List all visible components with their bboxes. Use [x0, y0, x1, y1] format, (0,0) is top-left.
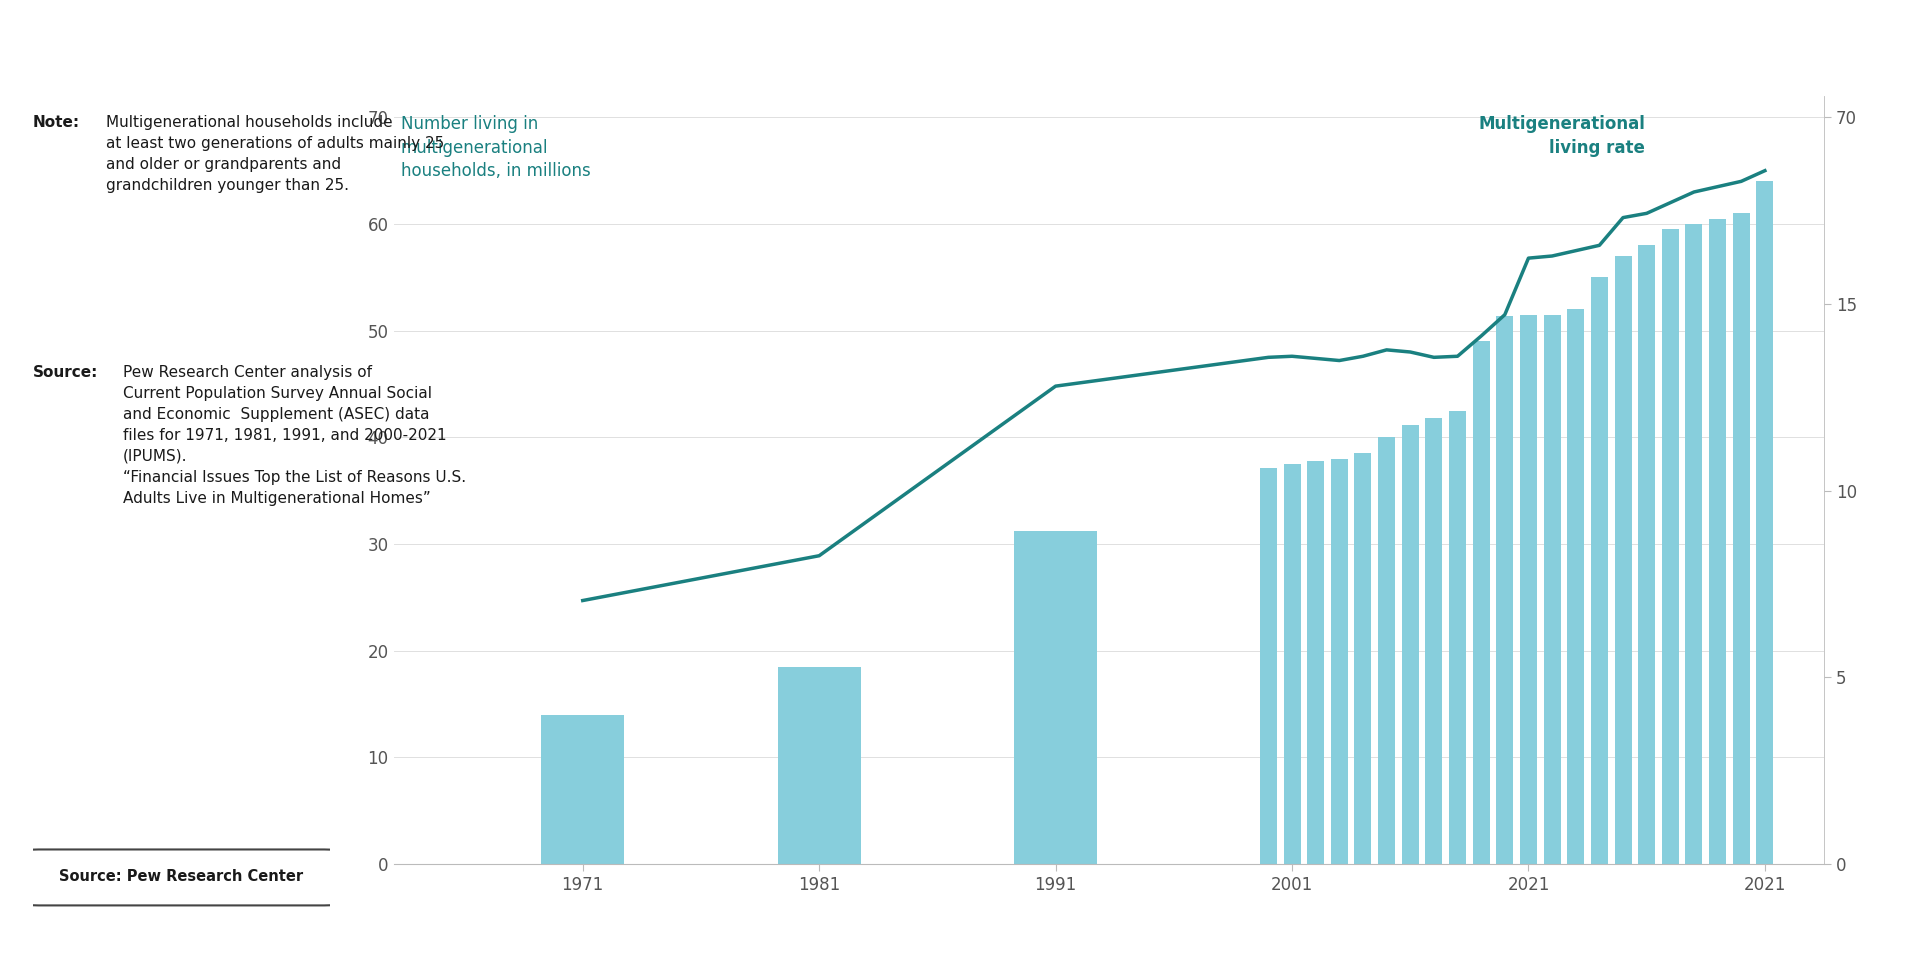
Bar [1592, 277, 1607, 864]
Text: Note: Multigenerational households include
at least two generations of adults ma: Note: Multigenerational households inclu… [33, 115, 371, 182]
Bar [1567, 309, 1584, 864]
Bar [1425, 419, 1442, 864]
Bar [1354, 453, 1371, 864]
Text: Multigenerational
living rate: Multigenerational living rate [1478, 115, 1645, 156]
Text: Source: Pew Research Center: Source: Pew Research Center [60, 869, 303, 884]
Text: Multigenerational households include
at least two generations of adults mainly 2: Multigenerational households include at … [106, 115, 444, 193]
Text: Number living in
multigenerational
households, in millions: Number living in multigenerational house… [401, 115, 591, 180]
Bar [1521, 315, 1538, 864]
Bar [1260, 468, 1277, 864]
Bar [1496, 316, 1513, 864]
Bar [1473, 342, 1490, 864]
Bar [1308, 461, 1325, 864]
Bar [1014, 531, 1096, 864]
Bar [1709, 219, 1726, 864]
Bar [1544, 315, 1561, 864]
Bar [541, 714, 624, 864]
Text: Source:: Source: [33, 365, 98, 380]
Bar [1615, 256, 1632, 864]
Bar [1686, 224, 1703, 864]
Bar [1402, 424, 1419, 864]
Bar [778, 666, 860, 864]
Bar [1732, 213, 1749, 864]
Bar [1450, 411, 1467, 864]
Bar [1331, 459, 1348, 864]
Bar [1284, 464, 1300, 864]
FancyBboxPatch shape [23, 850, 340, 905]
Bar [1663, 229, 1678, 864]
Bar [1379, 438, 1396, 864]
Bar [1757, 181, 1774, 864]
Text: Note:: Note: [33, 115, 81, 131]
Text: Pew Research Center analysis of
Current Population Survey Annual Social
and Econ: Pew Research Center analysis of Current … [123, 365, 467, 506]
Bar [1638, 246, 1655, 864]
